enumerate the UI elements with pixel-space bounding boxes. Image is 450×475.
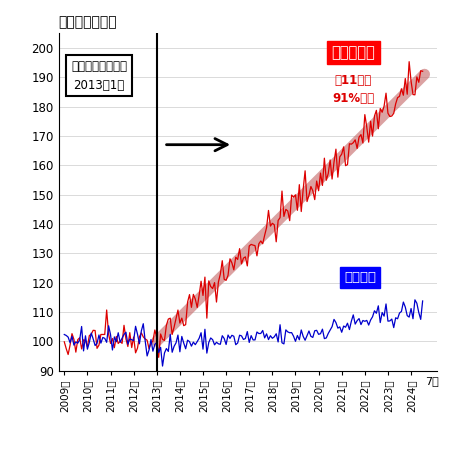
Text: 戸建住宅: 戸建住宅: [344, 271, 376, 284]
Text: マンション: マンション: [331, 45, 375, 60]
Text: 絀11年で
91%上昇: 絀11年で 91%上昇: [332, 74, 374, 105]
Text: 7月: 7月: [425, 376, 439, 386]
Text: 不動産価格指数: 不動産価格指数: [58, 15, 117, 29]
Text: 日銀金融緩和発表
2013年1月: 日銀金融緩和発表 2013年1月: [71, 60, 127, 92]
